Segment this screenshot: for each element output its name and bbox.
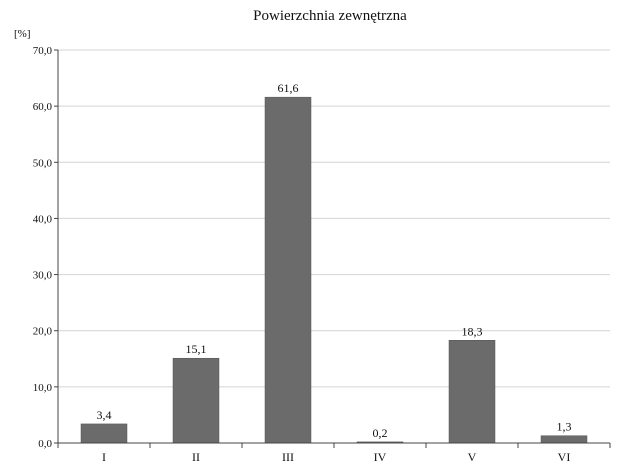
data-label: 15,1: [186, 342, 207, 356]
x-tick-label: III: [282, 450, 294, 464]
x-tick-label: V: [468, 450, 477, 464]
y-tick-label: 10,0: [33, 382, 53, 394]
y-tick-label: 40,0: [33, 213, 53, 225]
x-tick-label: IV: [374, 450, 387, 464]
bar-III: [264, 96, 312, 444]
chart-title: Powierzchnia zewnętrzna: [253, 8, 407, 24]
data-label: 18,3: [462, 324, 483, 338]
axes: [54, 49, 611, 448]
x-tick-label: II: [192, 450, 200, 464]
data-label: 61,6: [278, 81, 299, 95]
bar-VI: [540, 435, 588, 444]
bar-I: [80, 423, 128, 444]
bars: [80, 96, 588, 444]
data-label: 3,4: [97, 408, 112, 422]
y-unit-label: [%]: [14, 28, 31, 40]
y-tick-label: 20,0: [33, 326, 53, 338]
y-tick-label: 30,0: [33, 270, 53, 282]
x-tick-label: I: [102, 450, 106, 464]
y-tick-label: 60,0: [33, 101, 53, 113]
y-tick-label: 0,0: [38, 438, 52, 450]
y-tick-label: 70,0: [33, 45, 53, 57]
bar-V: [448, 340, 496, 444]
data-label: 1,3: [557, 420, 572, 434]
data-label: 0,2: [373, 426, 388, 440]
y-tick-label: 50,0: [33, 157, 53, 169]
gridlines: [58, 49, 610, 388]
x-tick-label: VI: [558, 450, 571, 464]
bar-II: [172, 357, 220, 444]
labels: 0,0 10,0 20,0 30,0 40,0 50,0 60,0 70,0 3,4 I 15,1 I…: [33, 45, 572, 464]
